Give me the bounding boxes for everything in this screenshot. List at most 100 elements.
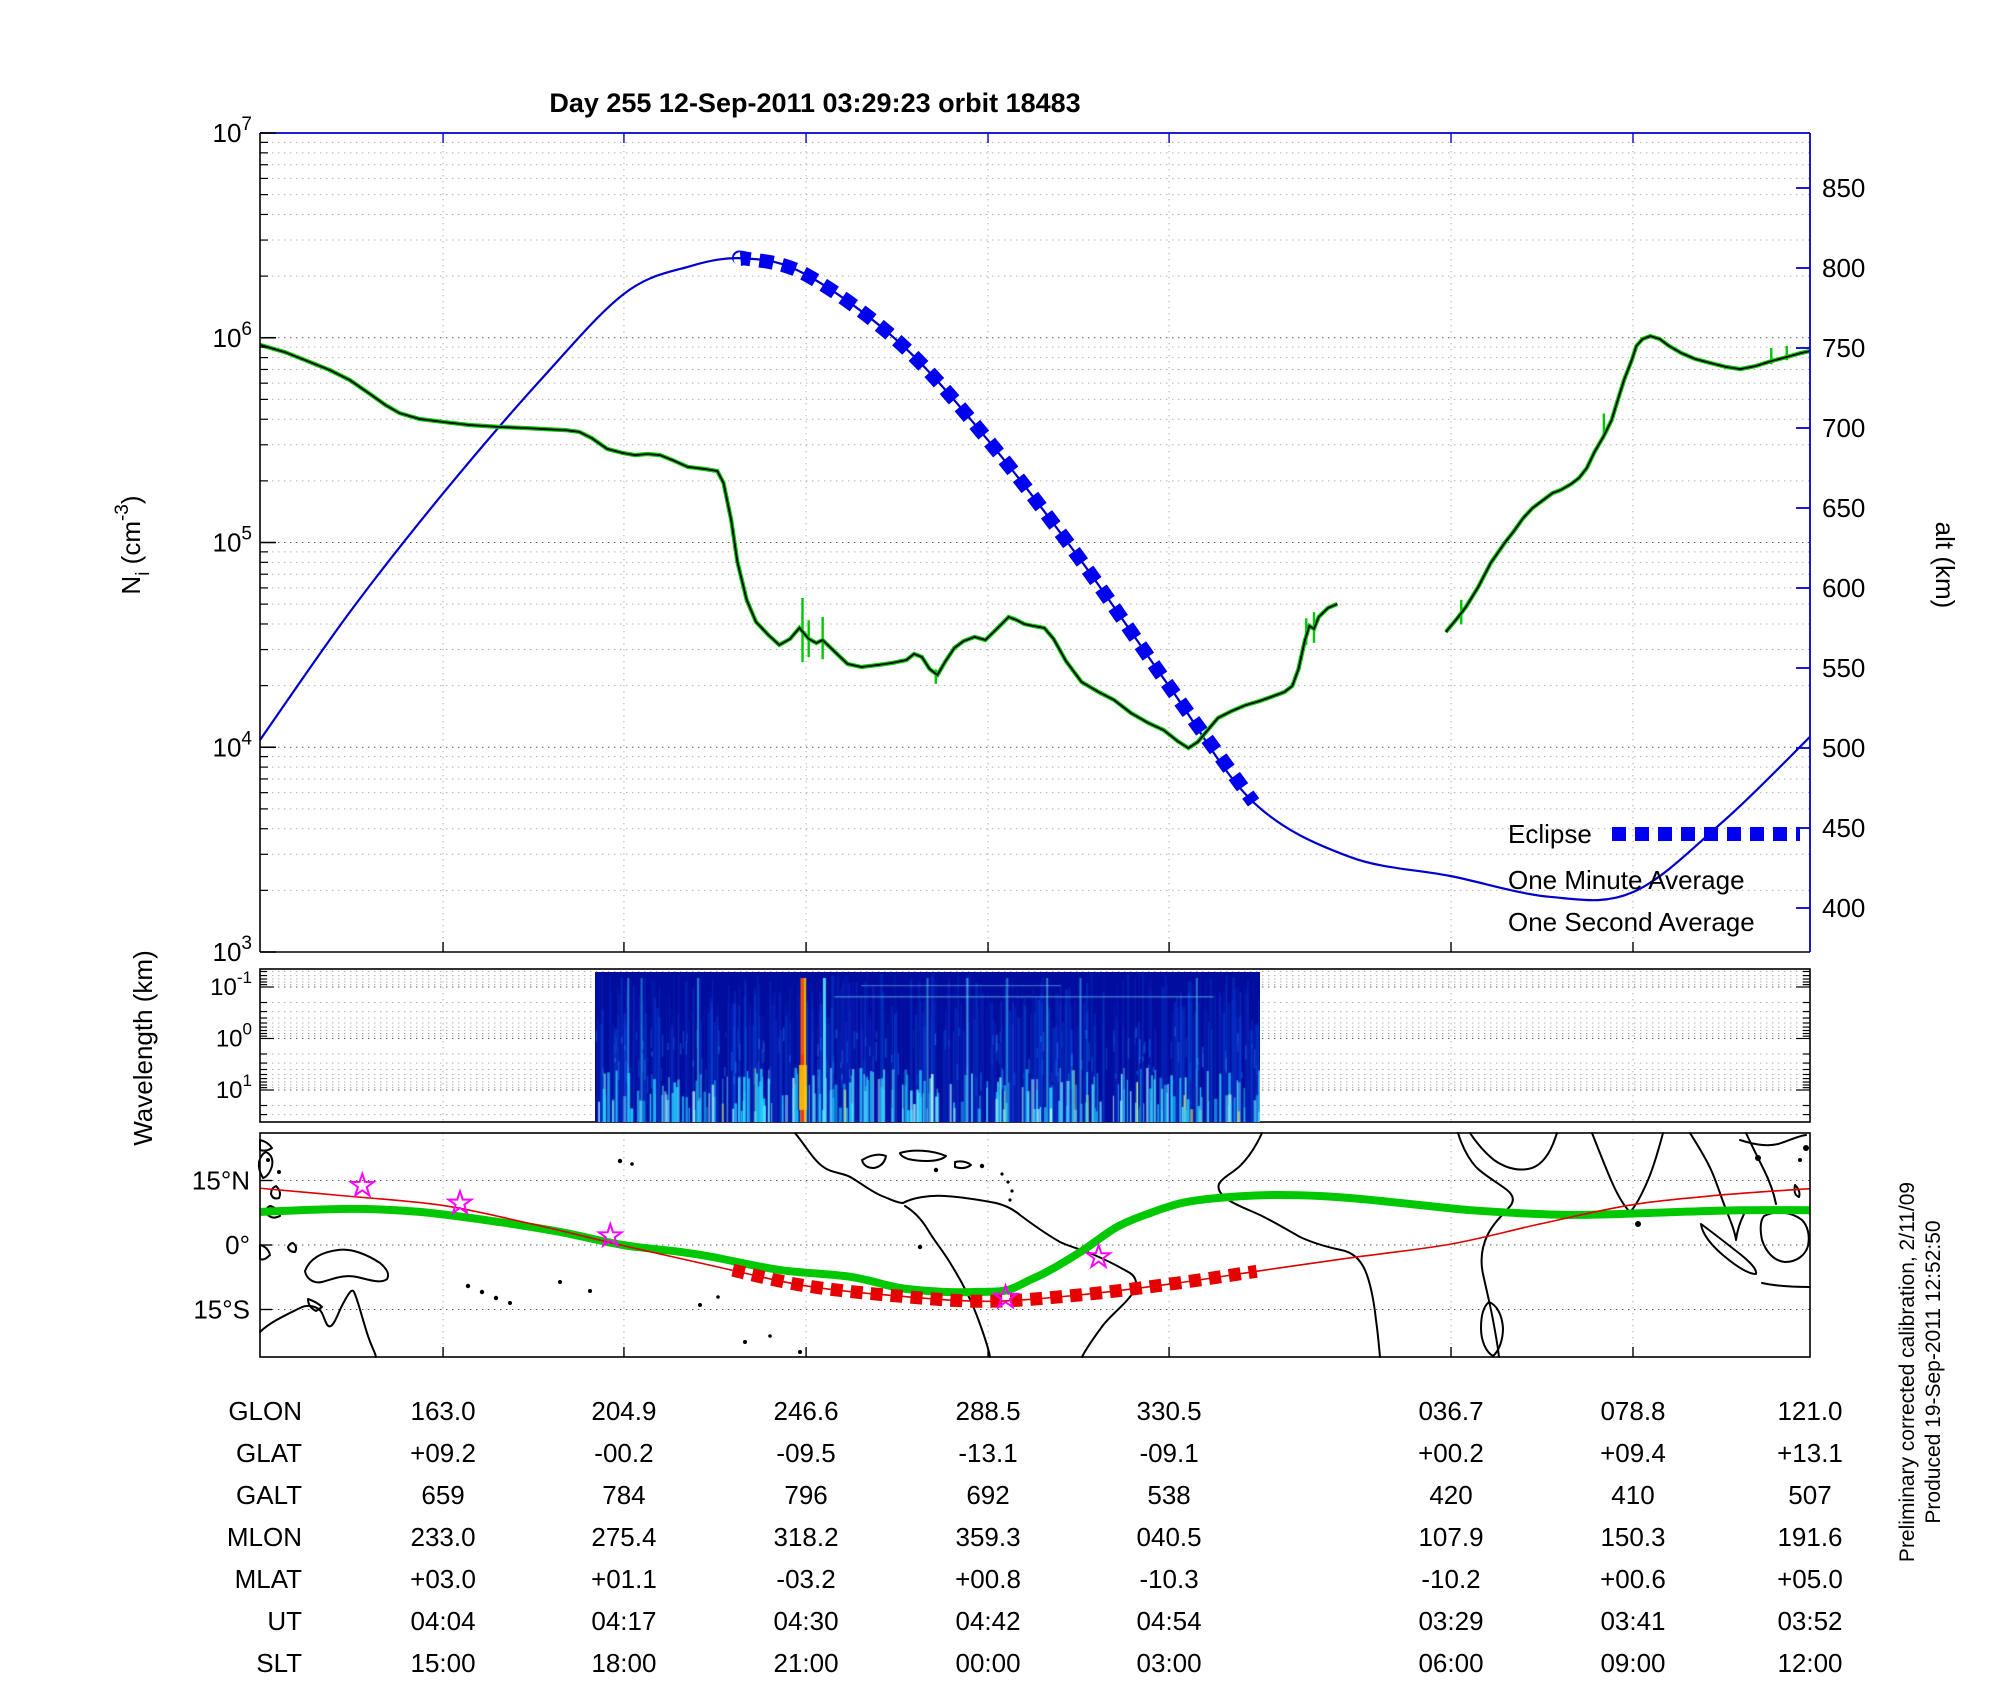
table-cell-ut-0: 04:04 <box>411 1606 476 1636</box>
p1-y-tick-label: 104 <box>213 728 253 762</box>
p2-y-tick-label: 100 <box>216 1020 252 1053</box>
table-row-label: SLT <box>256 1648 302 1678</box>
alt-tick-label: 750 <box>1822 333 1865 363</box>
coastline-sumatra <box>1700 1223 1758 1275</box>
table-cell-mlat-5: -10.2 <box>1421 1564 1480 1594</box>
produced-notes: Preliminary corrected calibration, 2/11/… <box>1896 1182 1945 1562</box>
table-row-label: GLON <box>228 1396 302 1426</box>
table-cell-mlon-6: 150.3 <box>1600 1522 1665 1552</box>
world-coastlines <box>257 1132 1811 1358</box>
table-cell-glon-5: 036.7 <box>1418 1396 1483 1426</box>
coastline-new-guinea <box>304 1248 390 1284</box>
map-eclipse-dashed-track <box>731 1263 1258 1308</box>
table-row-label: GLAT <box>236 1438 302 1468</box>
table-cell-glon-2: 246.6 <box>774 1396 839 1426</box>
table-cell-glat-7: +13.1 <box>1777 1438 1843 1468</box>
coastline-africa-east <box>1457 1132 1514 1358</box>
coastline-south-america-east <box>902 1194 1138 1358</box>
alt-tick-label: 550 <box>1822 653 1865 683</box>
coastline-australia <box>259 1289 377 1358</box>
table-cell-slt-1: 18:00 <box>591 1648 656 1678</box>
table-cell-glat-3: -13.1 <box>958 1438 1017 1468</box>
alt-tick-label: 800 <box>1822 253 1865 283</box>
axis-ticks <box>260 132 1810 1357</box>
map-lat-label: 15°N <box>192 1166 250 1196</box>
table-cell-galt-7: 507 <box>1788 1480 1831 1510</box>
coastline-china-right <box>1739 1134 1807 1198</box>
table-cell-glat-5: +00.2 <box>1418 1438 1484 1468</box>
altitude-curve <box>259 257 1811 902</box>
island-dots <box>266 1145 1809 1354</box>
alt-tick-label: 600 <box>1822 573 1865 603</box>
one-minute-average-curve-1 <box>1445 335 1811 633</box>
one-minute-average-curve-0 <box>259 344 1338 750</box>
table-cell-ut-4: 04:54 <box>1137 1606 1202 1636</box>
coastline-mexico-central-america <box>794 1132 904 1204</box>
table-cell-glon-7: 121.0 <box>1777 1396 1842 1426</box>
table-cell-ut-3: 04:42 <box>955 1606 1020 1636</box>
table-cell-mlon-5: 107.9 <box>1418 1522 1483 1552</box>
table-cell-mlon-4: 040.5 <box>1137 1522 1202 1552</box>
ephemeris-table: GLON 163.0 204.9 246.6 288.5 330.5 036.7 078.8 1… <box>227 1396 1843 1678</box>
map-green-track <box>259 1191 1811 1297</box>
map-lat-label: 15°S <box>193 1295 250 1325</box>
map-star-marker-3 <box>991 1282 1021 1310</box>
right-axis-title: alt (km) <box>1930 522 1960 609</box>
table-cell-mlat-3: +00.8 <box>955 1564 1021 1594</box>
table-cell-mlon-3: 359.3 <box>955 1522 1020 1552</box>
table-row-label: GALT <box>236 1480 302 1510</box>
table-row-label: UT <box>267 1606 302 1636</box>
p1-y-axis-title: Ni (cm-3) <box>112 495 154 594</box>
note-calibration: Preliminary corrected calibration, 2/11/… <box>1896 1182 1919 1562</box>
table-cell-galt-4: 538 <box>1147 1480 1190 1510</box>
table-cell-slt-6: 09:00 <box>1600 1648 1665 1678</box>
table-cell-glon-4: 330.5 <box>1137 1396 1202 1426</box>
table-cell-galt-6: 410 <box>1611 1480 1654 1510</box>
note-produced: Produced 19-Sep-2011 12:52:50 <box>1922 1220 1945 1523</box>
table-cell-glon-1: 204.9 <box>591 1396 656 1426</box>
data-curves <box>259 250 1811 1310</box>
table-cell-galt-5: 420 <box>1429 1480 1472 1510</box>
p2-y-tick-label: 101 <box>216 1071 252 1104</box>
table-cell-glat-2: -09.5 <box>776 1438 835 1468</box>
coastline-indochina <box>1689 1132 1745 1241</box>
table-cell-slt-0: 15:00 <box>411 1648 476 1678</box>
table-cell-slt-2: 21:00 <box>774 1648 839 1678</box>
table-cell-mlat-4: -10.3 <box>1139 1564 1198 1594</box>
table-cell-glon-3: 288.5 <box>955 1396 1020 1426</box>
coastline-madagascar <box>1480 1301 1504 1357</box>
table-cell-ut-6: 03:41 <box>1600 1606 1665 1636</box>
coastline-africa-west <box>1217 1132 1381 1358</box>
table-cell-galt-2: 796 <box>784 1480 827 1510</box>
eclipse-dashed-curve <box>732 250 1260 807</box>
legend-one-minute-label: One Minute Average <box>1508 865 1745 895</box>
table-cell-slt-5: 06:00 <box>1418 1648 1483 1678</box>
table-cell-glat-0: +09.2 <box>410 1438 476 1468</box>
p1-y-tick-label: 107 <box>213 114 253 148</box>
legend-eclipse-label: Eclipse <box>1508 819 1592 849</box>
table-cell-mlat-6: +00.6 <box>1600 1564 1666 1594</box>
table-cell-mlon-0: 233.0 <box>411 1522 476 1552</box>
alt-tick-label: 700 <box>1822 413 1865 443</box>
table-row-label: MLAT <box>235 1564 303 1594</box>
table-cell-ut-2: 04:30 <box>774 1606 839 1636</box>
table-cell-slt-3: 00:00 <box>955 1648 1020 1678</box>
coastline-india <box>1591 1132 1664 1213</box>
table-cell-ut-5: 03:29 <box>1418 1606 1483 1636</box>
table-row-label: MLON <box>227 1522 302 1552</box>
gridlines <box>260 132 1810 1357</box>
table-cell-glon-0: 163.0 <box>411 1396 476 1426</box>
p1-y-tick-label: 106 <box>213 319 253 353</box>
map-star-marker-2 <box>595 1220 625 1249</box>
table-cell-slt-4: 03:00 <box>1137 1648 1202 1678</box>
alt-tick-label: 850 <box>1822 173 1865 203</box>
table-cell-ut-1: 04:17 <box>591 1606 656 1636</box>
coastline-arabia <box>1469 1132 1558 1171</box>
coastline-china-left <box>259 1139 273 1152</box>
alt-tick-label: 500 <box>1822 733 1865 763</box>
table-cell-glon-6: 078.8 <box>1600 1396 1665 1426</box>
alt-tick-label: 450 <box>1822 813 1865 843</box>
